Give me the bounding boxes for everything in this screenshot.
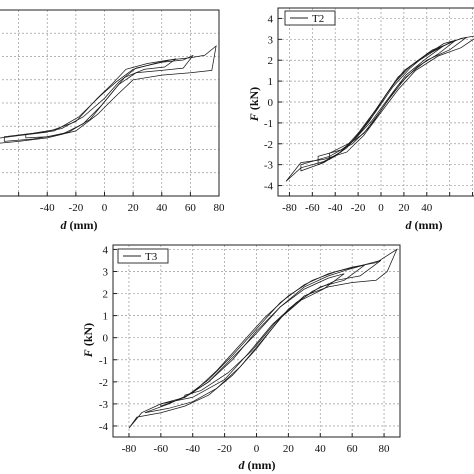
hysteresis-loop-4: [184, 273, 345, 398]
y-tick-label: 4: [103, 244, 109, 256]
hysteresis-loop-1: [0, 45, 217, 144]
legend-box: [117, 248, 169, 264]
x-tick-label: 0: [102, 202, 108, 214]
hysteresis-loop-1: [128, 248, 398, 429]
y-axis-label: F (kN): [247, 87, 261, 122]
x-tick-label: -80: [282, 202, 297, 214]
chart-panel-top-left: -40 -20 0 20 40 60 80 d (mm): [0, 9, 226, 232]
chart-panel-top-right-t2: -80 -60 -40 -20 0 20 40 -4 -3 -2 -1 0 1 2 3 4 d (mm) F (k…: [247, 7, 474, 232]
y-tick-label: 0: [103, 333, 109, 345]
y-tick-label: -3: [99, 399, 109, 411]
chart-panel-bottom-t3: -80 -60 -40 -20 0 20 40 60 80 -4 -3 -2 -1 0 1 2 3 4 d (mm)…: [81, 244, 401, 472]
legend-label: T2: [312, 13, 324, 25]
hysteresis-loop-2: [3, 54, 194, 142]
y-tick-label: 4: [268, 13, 274, 25]
x-tick-label: 80: [379, 443, 391, 455]
legend: T2: [284, 10, 336, 26]
y-tick-label: 1: [268, 76, 274, 88]
y-tick-label: 2: [103, 289, 109, 301]
hysteresis-loop-1: [285, 35, 474, 182]
y-axis-label: F (kN): [81, 323, 95, 358]
x-tick-label: -20: [351, 202, 366, 214]
x-tick-label: 20: [283, 443, 295, 455]
y-axis-unit: (kN): [81, 323, 95, 349]
x-tick-label: -40: [40, 202, 55, 214]
x-axis-label: d (mm): [406, 218, 443, 232]
hysteresis-loop-3: [25, 58, 177, 139]
x-tick-label: 80: [214, 202, 226, 214]
x-axis-variable: d: [406, 218, 413, 232]
x-tick-label: 20: [398, 202, 410, 214]
x-axis-unit: (mm): [245, 458, 276, 472]
x-tick-label: -60: [305, 202, 320, 214]
x-tick-label: -40: [328, 202, 343, 214]
y-axis-variable: F: [81, 349, 95, 358]
x-tick-label: 40: [421, 202, 433, 214]
y-tick-label: -4: [99, 421, 109, 433]
x-tick-label: 40: [315, 443, 327, 455]
x-tick-label: -20: [69, 202, 84, 214]
y-axis-unit: (kN): [247, 87, 261, 113]
x-tick-label: 0: [378, 202, 384, 214]
y-tick-label: -2: [99, 377, 108, 389]
hysteresis-loop-2: [300, 36, 468, 172]
y-tick-label: 0: [268, 97, 274, 109]
x-tick-label: 0: [254, 443, 260, 455]
x-tick-label: 60: [347, 443, 359, 455]
x-axis-variable: d: [239, 458, 246, 472]
x-axis-variable: d: [61, 218, 68, 232]
x-axis-label: d (mm): [239, 458, 276, 472]
x-tick-label: -80: [122, 443, 137, 455]
y-tick-label: 3: [268, 34, 274, 46]
plot-area: [278, 8, 474, 196]
hysteresis-loop-2: [144, 260, 382, 414]
plot-area: [0, 10, 219, 196]
legend-label: T3: [145, 251, 158, 263]
y-axis-variable: F: [247, 113, 261, 122]
y-tick-label: 1: [103, 311, 109, 323]
x-axis-unit: (mm): [412, 218, 443, 232]
y-tick-label: -3: [264, 160, 274, 172]
y-tick-label: 2: [268, 55, 274, 67]
x-axis-unit: (mm): [67, 218, 98, 232]
x-axis-label: d (mm): [61, 218, 98, 232]
y-tick-label: -4: [264, 181, 274, 193]
x-tick-label: -40: [185, 443, 200, 455]
hysteresis-loop-4: [329, 45, 445, 161]
x-tick-label: 60: [185, 202, 197, 214]
x-tick-label: 40: [156, 202, 168, 214]
y-tick-label: -1: [264, 118, 273, 130]
x-tick-label: 20: [128, 202, 140, 214]
y-tick-label: -2: [264, 139, 273, 151]
legend-box: [284, 10, 336, 26]
hysteresis-loop-3: [317, 40, 456, 166]
x-tick-label: -60: [153, 443, 168, 455]
plot-area: [113, 245, 400, 437]
x-tick-label: -20: [217, 443, 232, 455]
legend: T3: [117, 248, 169, 264]
y-tick-label: 3: [103, 266, 109, 278]
hysteresis-loop-3: [160, 264, 366, 407]
y-tick-label: -1: [99, 355, 108, 367]
